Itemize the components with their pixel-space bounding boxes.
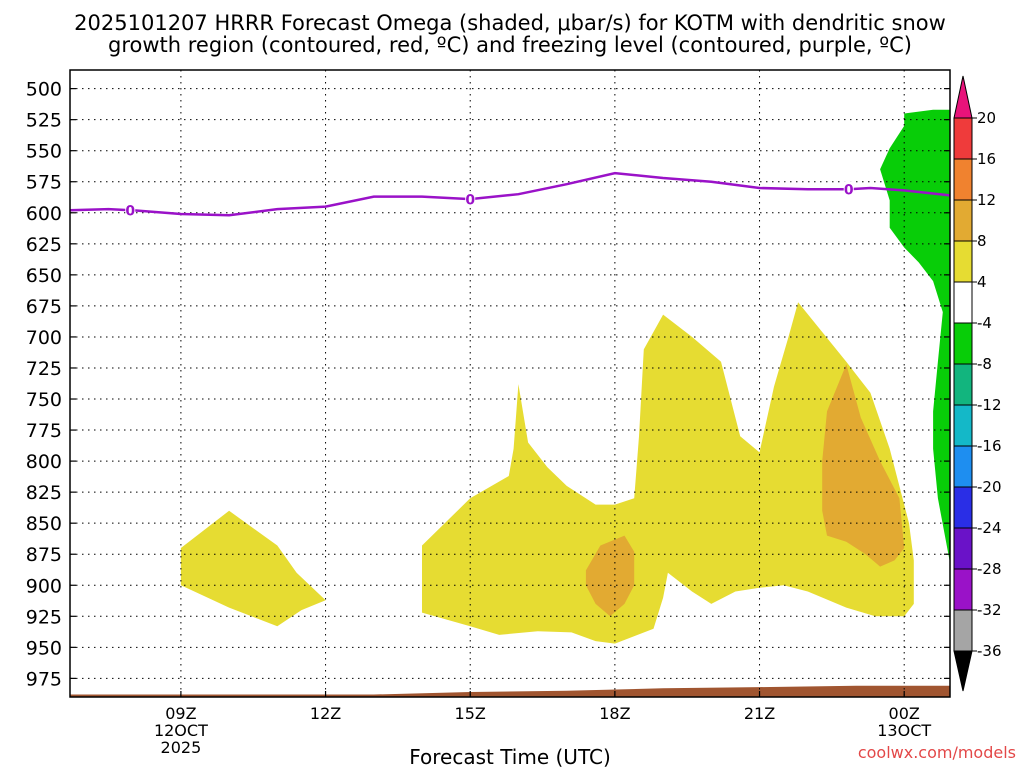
y-tick-label: 500 bbox=[26, 79, 62, 101]
colorbar-label: 20 bbox=[977, 109, 996, 127]
y-tick-label: 825 bbox=[26, 482, 62, 504]
freezing-level-label: 0 bbox=[465, 193, 475, 209]
colorbar-segment bbox=[953, 322, 973, 365]
omega-region-1 bbox=[180, 510, 326, 627]
freezing-label-bg bbox=[843, 181, 854, 198]
colorbar-segment bbox=[953, 117, 973, 160]
colorbar-label: -20 bbox=[977, 478, 1002, 496]
freezing-label-bg bbox=[465, 191, 476, 208]
colorbar-label: -8 bbox=[977, 355, 992, 373]
colorbar-label: 8 bbox=[977, 232, 987, 250]
colorbar-segment bbox=[953, 199, 973, 242]
y-axis-ticks: 500 525 550 575 600 625 650 675 700 725 750 775 800 8… bbox=[26, 79, 950, 690]
colorbar-segment bbox=[953, 158, 973, 201]
freezing-label-bg bbox=[125, 202, 136, 219]
x-tick-label: 00Z bbox=[889, 704, 920, 723]
x-tick-label: 12Z bbox=[310, 704, 341, 723]
colorbar-segment bbox=[953, 609, 973, 652]
colorbar-segment bbox=[953, 404, 973, 447]
plot-frame bbox=[69, 69, 951, 698]
colorbar-bottom-triangle bbox=[953, 650, 973, 692]
colorbar-segment bbox=[953, 568, 973, 611]
x-tick-label: 2025 bbox=[161, 738, 202, 757]
credit-text: coolwx.com/models bbox=[858, 743, 1016, 762]
colorbar-label: -16 bbox=[977, 437, 1002, 455]
y-tick-label: 975 bbox=[26, 668, 62, 690]
y-tick-label: 875 bbox=[26, 544, 62, 566]
omega-region-2 bbox=[422, 302, 914, 644]
colorbar-label: -24 bbox=[977, 519, 1002, 537]
x-axis-label: Forecast Time (UTC) bbox=[409, 745, 611, 768]
colorbar-segment bbox=[953, 281, 973, 324]
freezing-level-label: 0 bbox=[125, 204, 135, 220]
freezing-level-contour: 0 0 0 bbox=[69, 171, 951, 220]
y-tick-label: 900 bbox=[26, 575, 62, 597]
freezing-level-line bbox=[69, 171, 951, 217]
ground-fill bbox=[70, 685, 950, 697]
y-tick-label: 925 bbox=[26, 606, 62, 628]
y-tick-label: 525 bbox=[26, 110, 62, 132]
y-tick-label: 850 bbox=[26, 513, 62, 535]
omega-region-4 bbox=[822, 364, 905, 567]
y-tick-label: 550 bbox=[26, 141, 62, 163]
colorbar-segment bbox=[953, 363, 973, 406]
y-tick-label: 625 bbox=[26, 234, 62, 256]
grid-lines bbox=[70, 70, 950, 697]
colorbar-label: 4 bbox=[977, 273, 987, 291]
colorbar-label: -32 bbox=[977, 601, 1002, 619]
colorbar-segment bbox=[953, 445, 973, 488]
freezing-level-label: 0 bbox=[844, 183, 854, 199]
chart-title-line1: 2025101207 HRRR Forecast Omega (shaded, … bbox=[74, 11, 946, 35]
y-tick-label: 750 bbox=[26, 389, 62, 411]
x-tick-label: 21Z bbox=[744, 704, 775, 723]
x-tick-label: 13OCT bbox=[877, 721, 931, 740]
y-tick-label: 700 bbox=[26, 327, 62, 349]
colorbar-label: 16 bbox=[977, 150, 996, 168]
colorbar-top-triangle bbox=[953, 75, 973, 119]
colorbar-segment bbox=[953, 527, 973, 570]
y-tick-label: 575 bbox=[26, 172, 62, 194]
colorbar-segment bbox=[953, 240, 973, 283]
y-tick-label: 800 bbox=[26, 451, 62, 473]
y-tick-label: 725 bbox=[26, 358, 62, 380]
x-tick-label: 12OCT bbox=[154, 721, 208, 740]
omega-region-3 bbox=[585, 535, 635, 617]
omega-region-5 bbox=[880, 109, 950, 563]
y-tick-label: 650 bbox=[26, 265, 62, 287]
x-tick-label: 18Z bbox=[599, 704, 630, 723]
colorbar-label: -36 bbox=[977, 642, 1002, 660]
y-tick-label: 950 bbox=[26, 637, 62, 659]
ground-surface bbox=[70, 685, 950, 697]
colorbar-label: -12 bbox=[977, 396, 1002, 414]
colorbar-label: -4 bbox=[977, 314, 992, 332]
x-tick-label: 09Z bbox=[165, 704, 196, 723]
x-tick-label: 15Z bbox=[455, 704, 486, 723]
chart-title-line2: growth region (contoured, red, ºC) and f… bbox=[108, 33, 912, 57]
colorbar: 20 16 12 8 4 -4 -8 -12 -16 -20 -24 -28 -32 -36 bbox=[953, 75, 1002, 692]
colorbar-label: -28 bbox=[977, 560, 1002, 578]
y-tick-label: 775 bbox=[26, 420, 62, 442]
y-tick-label: 675 bbox=[26, 296, 62, 318]
colorbar-segment bbox=[953, 486, 973, 529]
colorbar-label: 12 bbox=[977, 191, 996, 209]
y-tick-label: 600 bbox=[26, 203, 62, 225]
omega-shaded-regions bbox=[180, 109, 950, 644]
